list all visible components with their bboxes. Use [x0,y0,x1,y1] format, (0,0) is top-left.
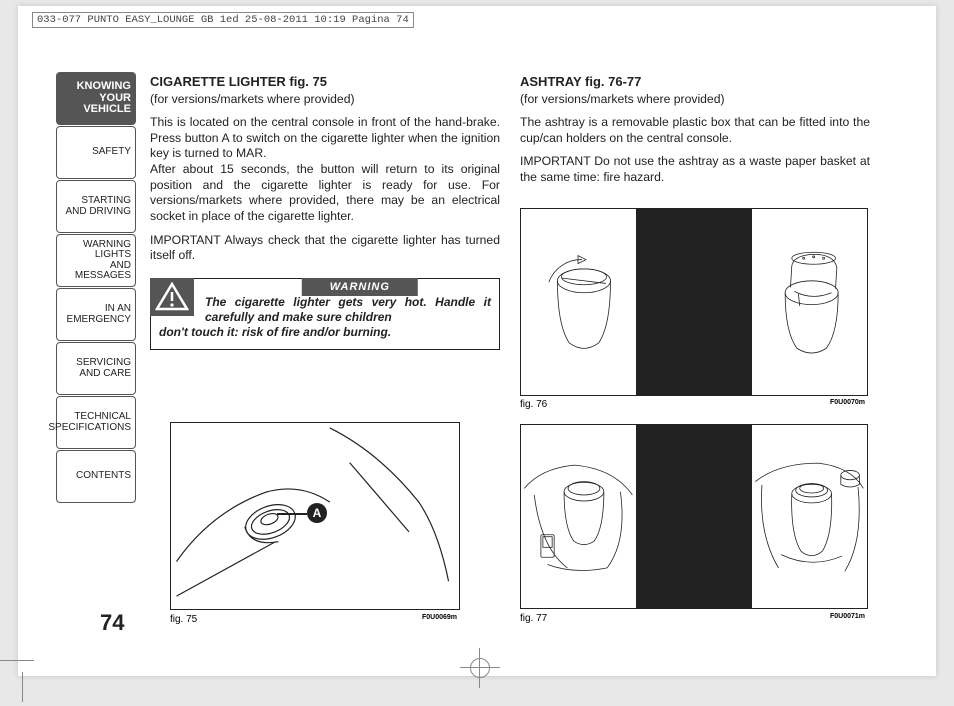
figure-77-caption: fig. 77 [520,613,547,624]
tab-label: TECHNICAL SPECIFICATIONS [48,412,131,433]
warning-triangle-icon [150,278,194,316]
paragraph-important: IMPORTANT Do not use the ashtray as a wa… [520,154,870,185]
tab-knowing-your-vehicle[interactable]: KNOWING YOUR VEHICLE [56,72,136,125]
right-column: ASHTRAY fig. 76-77 (for versions/markets… [520,74,870,194]
figure-77-right [752,425,867,608]
page-number: 74 [100,610,124,636]
tab-label: CONTENTS [76,471,131,482]
paragraph: After about 15 seconds, the button will … [150,162,500,224]
tab-label: IN AN EMERGENCY [67,304,131,325]
tab-warning-lights[interactable]: WARNING LIGHTS AND MESSAGES [56,234,136,287]
figure-75: A [170,422,460,610]
heading-cigarette-lighter: CIGARETTE LIGHTER fig. 75 [150,74,500,91]
figure-divider [636,425,751,608]
figure-75-caption: fig. 75 [170,614,197,625]
heading-ashtray: ASHTRAY fig. 76-77 [520,74,870,91]
subnote: (for versions/markets where provided) [520,92,870,108]
crop-mark [22,672,23,702]
tab-in-an-emergency[interactable]: IN AN EMERGENCY [56,288,136,341]
tab-servicing-and-care[interactable]: SERVICING AND CARE [56,342,136,395]
print-header: 033-077 PUNTO EASY_LOUNGE GB 1ed 25-08-2… [32,12,414,28]
tab-safety[interactable]: SAFETY [56,126,136,179]
warning-line: The cigarette lighter gets very hot. Han… [159,295,491,326]
figure-77 [520,424,868,609]
figure-76 [520,208,868,396]
tab-label: STARTING AND DRIVING [65,196,131,217]
left-column: CIGARETTE LIGHTER fig. 75 (for versions/… [150,74,500,350]
warning-box: WARNING The cigarette lighter gets very … [150,278,500,350]
figure-77-code: F0U0071m [830,613,865,620]
tab-label: SERVICING AND CARE [76,358,131,379]
tab-label: KNOWING YOUR VEHICLE [77,81,131,116]
paragraph: The ashtray is a removable plastic box t… [520,115,870,146]
crop-mark [0,660,34,661]
figure-76-left [521,209,636,395]
figure-75-code: F0U0069m [422,614,457,621]
tab-contents[interactable]: CONTENTS [56,450,136,503]
subnote: (for versions/markets where provided) [150,92,500,108]
figure-77-left [521,425,636,608]
paragraph: This is located on the central console i… [150,115,500,162]
tab-starting-and-driving[interactable]: STARTING AND DRIVING [56,180,136,233]
annotation-A: A [307,503,327,523]
figure-76-code: F0U0070m [830,399,865,406]
tab-technical-specs[interactable]: TECHNICAL SPECIFICATIONS [56,396,136,449]
warning-line: don't touch it: risk of fire and/or burn… [159,325,391,339]
tab-label: WARNING LIGHTS AND MESSAGES [57,240,131,282]
paragraph-important: IMPORTANT Always check that the cigarett… [150,233,500,264]
tab-label: SAFETY [92,147,131,158]
sidebar-tabs: KNOWING YOUR VEHICLE SAFETY STARTING AND… [56,72,136,504]
registration-mark [460,648,500,688]
figure-divider [636,209,751,395]
warning-header: WARNING [302,278,418,296]
figure-76-caption: fig. 76 [520,399,547,410]
figure-76-right [752,209,867,395]
annotation-leader [277,513,307,515]
